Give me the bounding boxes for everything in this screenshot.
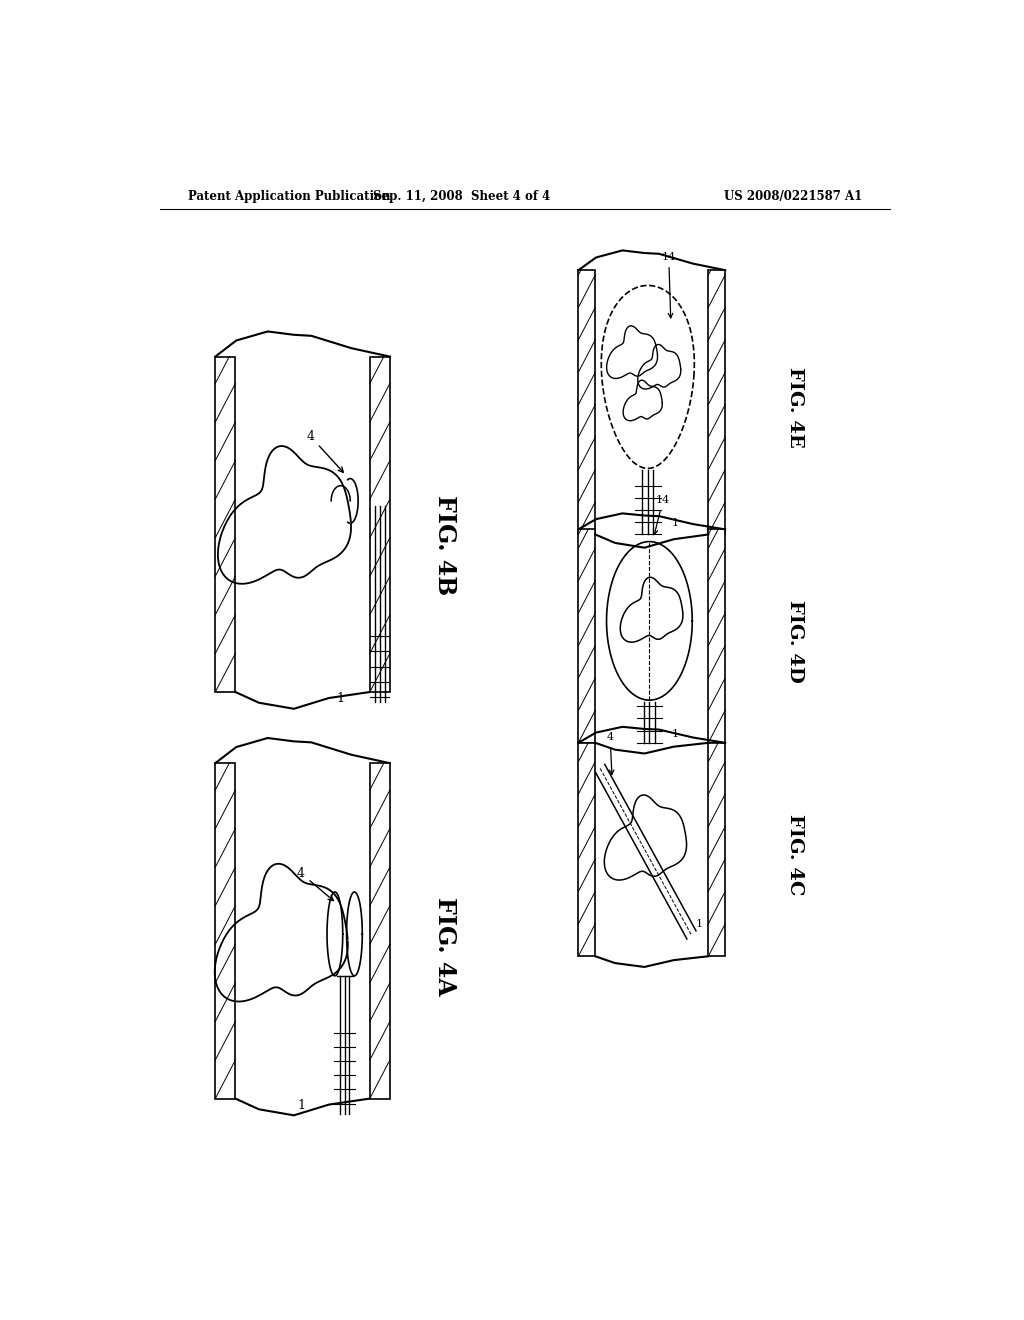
Bar [709,271,725,535]
Bar [709,743,725,956]
Bar [579,271,595,535]
Bar [370,763,390,1098]
Bar [215,356,236,692]
Bar [595,271,709,535]
Text: 4: 4 [297,867,334,900]
Text: Sep. 11, 2008  Sheet 4 of 4: Sep. 11, 2008 Sheet 4 of 4 [373,190,550,202]
Text: 14: 14 [662,252,676,318]
Text: 14: 14 [653,495,670,535]
Bar [595,529,709,743]
Bar [595,743,709,956]
Text: 1: 1 [336,692,344,705]
Text: 1: 1 [672,519,679,528]
Text: FIG. 4B: FIG. 4B [433,495,458,595]
Text: FIG. 4C: FIG. 4C [785,814,804,895]
Text: FIG. 4E: FIG. 4E [785,367,804,447]
Bar [370,356,390,692]
Text: Patent Application Publication: Patent Application Publication [187,190,390,202]
Bar [579,529,595,743]
Bar [236,356,370,692]
Bar [709,529,725,743]
Text: FIG. 4D: FIG. 4D [785,599,804,682]
Text: 1: 1 [695,919,702,929]
Text: 1: 1 [672,729,679,739]
Bar [215,763,236,1098]
Text: 1: 1 [297,1098,305,1111]
Bar [236,763,370,1098]
Text: 4: 4 [606,733,614,775]
Text: FIG. 4A: FIG. 4A [433,896,458,995]
Text: US 2008/0221587 A1: US 2008/0221587 A1 [724,190,862,202]
Text: 4: 4 [306,430,343,473]
Bar [579,743,595,956]
